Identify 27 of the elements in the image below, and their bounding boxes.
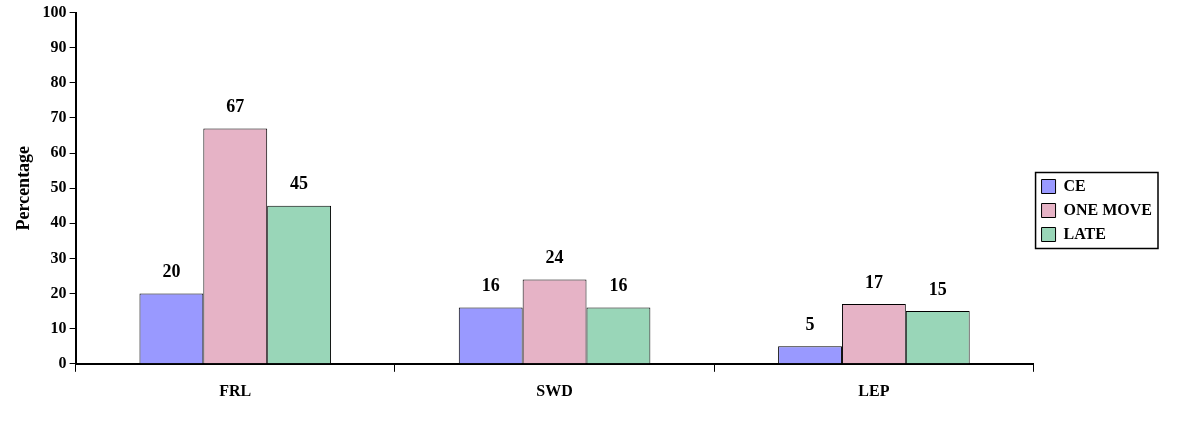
data-label: 20 bbox=[162, 261, 181, 282]
y-tick-label: 40 bbox=[50, 213, 67, 231]
x-tick-label: SWD bbox=[536, 381, 573, 399]
y-tick-label: 30 bbox=[50, 248, 67, 266]
y-axis-title: Percentage bbox=[13, 145, 34, 231]
y-tick-label: 100 bbox=[42, 2, 67, 20]
data-label: 16 bbox=[481, 275, 500, 296]
legend-label: LATE bbox=[1063, 224, 1106, 242]
data-label: 16 bbox=[609, 275, 628, 296]
data-label: 5 bbox=[805, 313, 815, 334]
data-label: 45 bbox=[290, 173, 309, 194]
x-tick-label: FRL bbox=[219, 381, 252, 399]
data-label: 15 bbox=[928, 278, 947, 299]
y-tick-label: 60 bbox=[50, 143, 67, 161]
y-tick-label: 70 bbox=[50, 108, 67, 126]
y-tick-label: 10 bbox=[50, 318, 67, 336]
y-tick-label: 20 bbox=[50, 283, 67, 301]
data-label: 24 bbox=[545, 247, 564, 268]
data-label: 17 bbox=[864, 271, 883, 292]
y-tick-label: 0 bbox=[58, 353, 67, 371]
x-tick-label: LEP bbox=[858, 381, 890, 399]
legend-label: CE bbox=[1063, 176, 1086, 194]
legend-label: ONE MOVE bbox=[1063, 200, 1153, 218]
y-tick-label: 80 bbox=[50, 72, 67, 90]
y-tick-label: 50 bbox=[50, 178, 67, 196]
y-tick-label: 90 bbox=[50, 37, 67, 55]
data-label: 67 bbox=[226, 96, 245, 117]
